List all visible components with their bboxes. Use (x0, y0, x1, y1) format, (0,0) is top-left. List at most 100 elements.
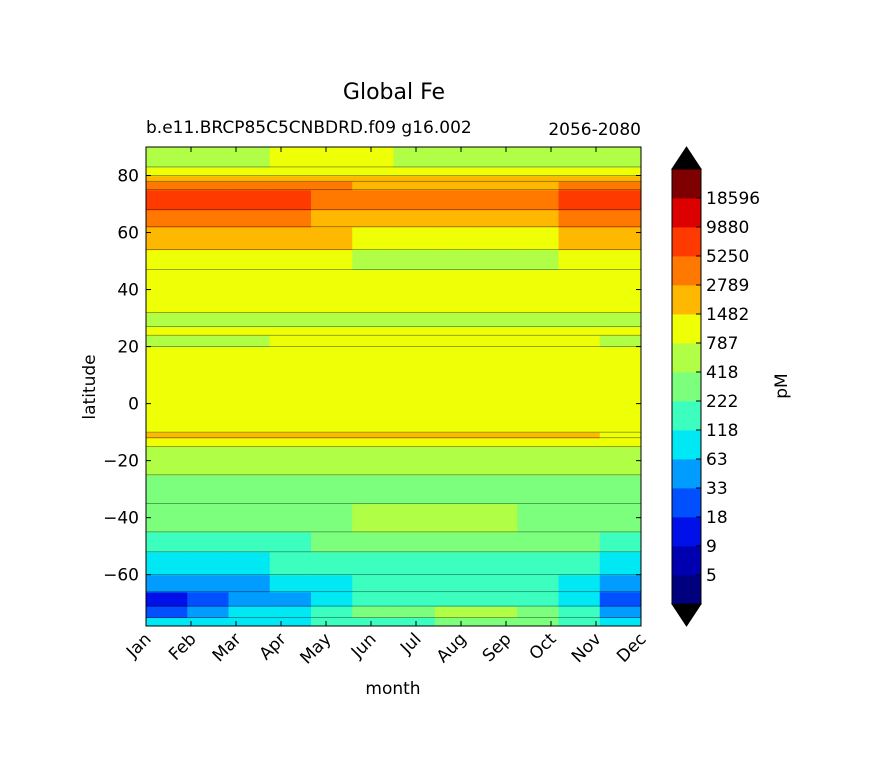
contour-cell (599, 574, 641, 593)
contour-cell (311, 503, 353, 533)
contour-cell (352, 606, 395, 619)
contour-cell (228, 617, 271, 626)
x-tick-label: May (297, 629, 336, 668)
contour-cell (434, 346, 477, 433)
contour-cell (187, 503, 230, 533)
contour-cell (517, 249, 560, 271)
contour-cell (228, 249, 271, 271)
contour-cell (228, 312, 271, 328)
contour-cell (269, 166, 312, 177)
contour-cell (476, 209, 518, 228)
contour-cell (269, 474, 312, 504)
contour-cell (146, 551, 188, 576)
contour-cell (352, 531, 395, 553)
colorbar-tick-label: 18 (706, 508, 728, 528)
contour-cell (434, 326, 477, 336)
contour-cell (228, 574, 271, 593)
contour-cell (146, 335, 188, 348)
contour-cell (228, 446, 271, 476)
colorbar-segment (672, 256, 701, 286)
contour-cell (599, 346, 641, 433)
colorbar-segment (672, 488, 701, 518)
contour-cell (476, 574, 518, 593)
contour-cell (311, 591, 353, 607)
contour-cell (434, 181, 477, 191)
contour-cell (476, 346, 518, 433)
contour-cell (352, 226, 395, 251)
contour-cell (311, 474, 353, 504)
contour-cell (558, 551, 601, 576)
contour-cell (269, 312, 312, 328)
contour-cell (393, 531, 436, 553)
colorbar-tick-label: 9 (706, 537, 717, 557)
contour-cell (352, 335, 395, 348)
contour-cell (187, 437, 230, 447)
contour-cell (146, 249, 188, 271)
contour-cell (187, 312, 230, 328)
contour-cell (146, 446, 188, 476)
colorbar-tick-label: 9880 (706, 218, 749, 238)
contour-cell (352, 437, 395, 447)
contour-cell (434, 551, 477, 576)
contour-cell (311, 209, 353, 228)
contour-cell (434, 503, 477, 533)
contour-cell (434, 531, 477, 553)
contour-cell (558, 175, 601, 182)
contour-cell (352, 249, 395, 271)
contour-cell (352, 166, 395, 177)
x-tick-label: Nov (568, 629, 606, 667)
contour-cell (228, 209, 271, 228)
contour-cell (599, 209, 641, 228)
colorbar-segment (672, 372, 701, 402)
colorbar-segment (672, 459, 701, 489)
contour-cell (146, 226, 188, 251)
contour-cell (434, 189, 477, 211)
contour-cell (187, 269, 230, 313)
colorbar-tick-label: 5250 (706, 247, 749, 267)
contour-cell (393, 591, 436, 607)
contour-cell (393, 326, 436, 336)
contour-cell (517, 606, 560, 619)
contour-cell (311, 346, 353, 433)
contour-cell (311, 269, 353, 313)
contour-cell (146, 591, 188, 607)
colorbar-segment (672, 517, 701, 547)
colorbar-tick-label: 63 (706, 450, 728, 470)
contour-cell (599, 551, 641, 576)
contour-cell (476, 312, 518, 328)
contour-cell (393, 503, 436, 533)
y-tick-label: −40 (103, 509, 139, 529)
contour-cell (269, 574, 312, 593)
contour-cell (187, 147, 230, 168)
contour-cell (393, 189, 436, 211)
contour-cell (434, 574, 477, 593)
contour-cell (517, 474, 560, 504)
contour-cell (558, 474, 601, 504)
contour-cell (599, 226, 641, 251)
contour-cell (269, 551, 312, 576)
y-tick-label: 60 (117, 224, 139, 244)
contour-cell (352, 432, 395, 439)
colorbar-tick-label: 2789 (706, 276, 749, 296)
contour-cell (187, 591, 230, 607)
contour-cell (476, 189, 518, 211)
contour-cell (228, 189, 271, 211)
contour-cell (434, 175, 477, 182)
x-tick-label: Jan (122, 629, 155, 662)
contour-cell (434, 474, 477, 504)
contour-cell (352, 574, 395, 593)
colorbar-segment (672, 169, 701, 199)
colorbar-extend-over (671, 146, 702, 170)
contour-cell (434, 617, 477, 626)
contour-cell (393, 312, 436, 328)
contour-cell (352, 503, 395, 533)
contour-cell (517, 335, 560, 348)
y-tick-label: 20 (117, 338, 139, 358)
contour-cell (352, 446, 395, 476)
contour-cell (434, 166, 477, 177)
contour-cell (558, 226, 601, 251)
contour-cell (434, 249, 477, 271)
contour-cell (599, 166, 641, 177)
contour-cell (476, 531, 518, 553)
contour-cell (434, 147, 477, 168)
